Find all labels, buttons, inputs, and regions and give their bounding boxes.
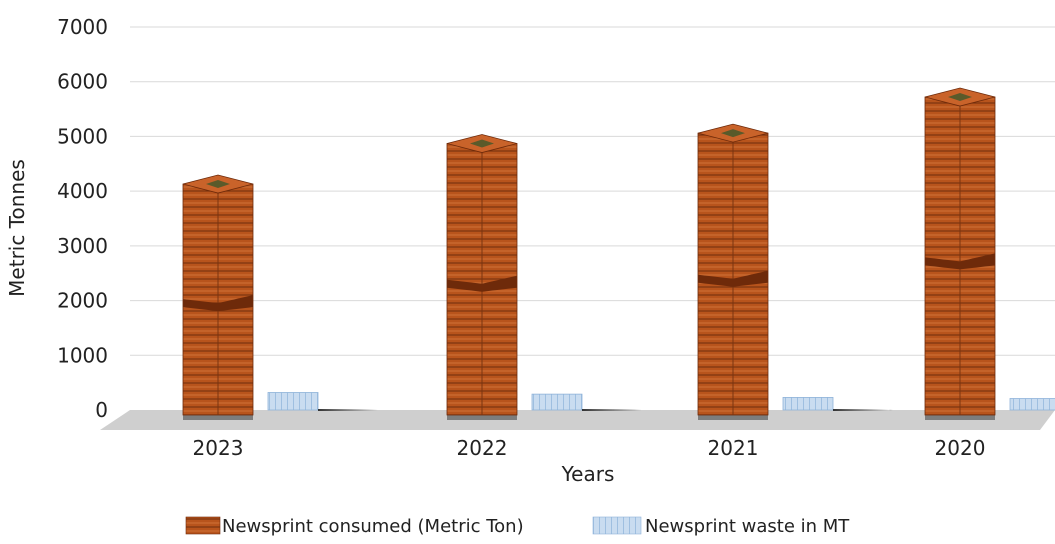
x-tick-label: 2021 — [708, 436, 759, 460]
legend-swatch-consumed — [185, 516, 221, 535]
bar-band — [447, 275, 517, 292]
bar-waste-shadow — [833, 409, 893, 411]
bar-band — [925, 253, 995, 270]
bar-top-core — [948, 93, 972, 102]
legend-item-waste: Newsprint waste in MT — [592, 516, 850, 537]
bar-waste — [782, 397, 893, 411]
x-axis-title: Years — [561, 462, 615, 486]
bar-consumed — [446, 134, 518, 420]
bar-waste — [267, 392, 378, 411]
y-tick-label: 2000 — [57, 289, 108, 313]
bar-waste — [531, 393, 642, 411]
bar-waste-shadow — [318, 409, 378, 411]
bar-waste-body — [267, 392, 319, 411]
bar-consumed — [697, 123, 769, 420]
y-tick-labels: 0 1000 2000 3000 4000 5000 6000 7000 — [57, 15, 108, 422]
x-tick-label: 2023 — [193, 436, 244, 460]
y-tick-label: 0 — [95, 398, 108, 422]
y-tick-label: 6000 — [57, 70, 108, 94]
gridlines — [130, 26, 1055, 356]
legend-label-consumed: Newsprint consumed (Metric Ton) — [222, 516, 524, 537]
chart-floor — [100, 410, 1055, 430]
bar-top-core — [470, 139, 494, 148]
bar-consumed — [182, 174, 254, 420]
x-tick-label: 2022 — [457, 436, 508, 460]
bar-top-core — [721, 129, 745, 138]
bar-waste — [1009, 398, 1055, 411]
bar-waste-body — [1009, 398, 1055, 411]
bar-top-core — [206, 180, 230, 189]
bars — [182, 87, 1055, 420]
x-tick-labels: 2023 2022 2021 2020 — [193, 436, 986, 460]
y-tick-label: 3000 — [57, 234, 108, 258]
bar-waste-body — [782, 397, 834, 411]
y-tick-label: 4000 — [57, 179, 108, 203]
y-tick-label: 7000 — [57, 15, 108, 39]
y-tick-label: 5000 — [57, 124, 108, 148]
bar-waste-shadow — [582, 409, 642, 411]
legend-item-consumed: Newsprint consumed (Metric Ton) — [185, 516, 524, 537]
bar-band — [183, 295, 253, 312]
y-tick-label: 1000 — [57, 343, 108, 367]
bar-waste-body — [531, 393, 583, 411]
legend: Newsprint consumed (Metric Ton) Newsprin… — [185, 516, 850, 537]
legend-label-waste: Newsprint waste in MT — [645, 516, 850, 537]
x-tick-label: 2020 — [935, 436, 986, 460]
legend-swatch-waste — [592, 516, 642, 535]
bar-consumed — [924, 87, 996, 420]
bar-band — [698, 270, 768, 287]
y-axis-title: Metric Tonnes — [5, 159, 29, 297]
floor-platform — [100, 410, 1055, 430]
